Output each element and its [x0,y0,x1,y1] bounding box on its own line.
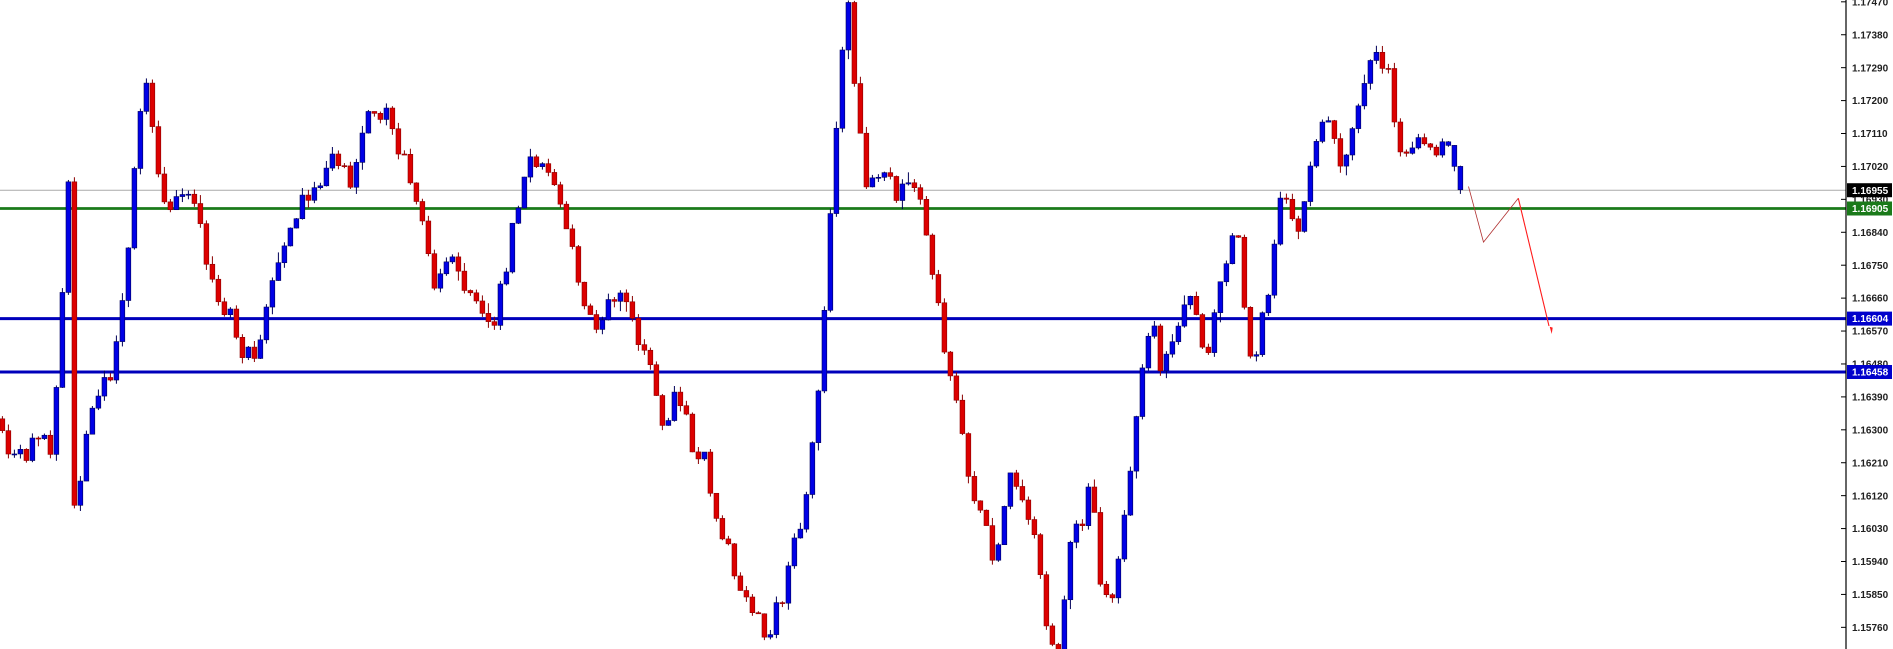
svg-text:1.16210: 1.16210 [1852,458,1889,469]
svg-text:1.16458: 1.16458 [1852,368,1889,379]
svg-text:1.16840: 1.16840 [1852,228,1889,239]
svg-text:1.16955: 1.16955 [1852,186,1889,197]
svg-text:1.16030: 1.16030 [1852,524,1889,535]
svg-text:1.17110: 1.17110 [1852,129,1888,140]
svg-text:1.15850: 1.15850 [1852,590,1889,601]
svg-text:1.16120: 1.16120 [1852,491,1889,502]
svg-text:1.16570: 1.16570 [1852,327,1889,338]
svg-text:1.17200: 1.17200 [1852,96,1889,107]
svg-text:1.17470: 1.17470 [1852,0,1889,8]
svg-text:1.17290: 1.17290 [1852,63,1889,74]
svg-text:1.16300: 1.16300 [1852,425,1889,436]
svg-text:1.16750: 1.16750 [1852,261,1889,272]
svg-text:1.17020: 1.17020 [1852,162,1889,173]
svg-text:1.17380: 1.17380 [1852,30,1889,41]
svg-text:1.16390: 1.16390 [1852,392,1889,403]
svg-text:1.16660: 1.16660 [1852,294,1889,305]
svg-text:1.16604: 1.16604 [1852,314,1889,325]
svg-text:1.15940: 1.15940 [1852,557,1889,568]
svg-text:1.15760: 1.15760 [1852,623,1889,634]
svg-text:1.16905: 1.16905 [1852,204,1889,215]
